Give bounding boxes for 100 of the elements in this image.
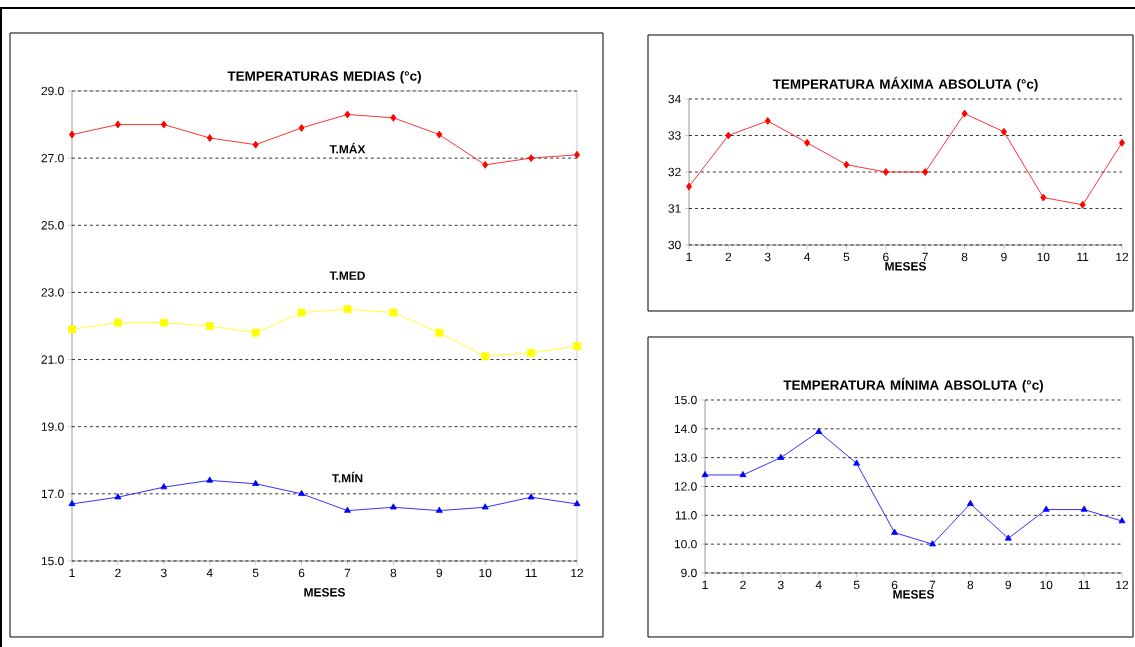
x-tick-label: 9	[436, 568, 443, 578]
point	[436, 130, 443, 139]
x-tick-label: 8	[967, 580, 974, 590]
y-tick-label: 13.0	[674, 453, 697, 462]
point	[725, 131, 732, 140]
x-tick-label: 2	[725, 252, 732, 262]
point	[777, 453, 785, 460]
point	[252, 140, 259, 149]
x-tick-label: 6	[883, 252, 889, 262]
chart-title: TEMPERATURAS MEDIAS (°c)	[227, 70, 421, 84]
x-tick-label: 12	[571, 568, 584, 578]
point	[528, 154, 535, 163]
point	[435, 506, 443, 513]
x-axis-title: MESES	[893, 590, 934, 599]
point	[114, 120, 121, 129]
y-tick-label: 21.0	[41, 355, 64, 364]
y-tick-label: 19.0	[41, 422, 64, 431]
y-tick-label: 17.0	[41, 489, 64, 499]
x-tick-label: 11	[1078, 580, 1090, 589]
point	[252, 479, 260, 486]
y-tick-label: 29.0	[41, 86, 64, 96]
x-tick-label: 9	[1001, 252, 1007, 262]
series-label: T.MÁX	[329, 142, 366, 154]
point	[1118, 517, 1126, 524]
x-tick-label: 1	[69, 568, 75, 577]
point	[159, 318, 168, 327]
point	[205, 322, 214, 330]
x-tick-label: 10	[1037, 252, 1050, 262]
point	[481, 503, 489, 510]
point	[481, 352, 490, 361]
point	[1079, 200, 1086, 209]
point	[344, 110, 351, 119]
point	[160, 120, 167, 129]
x-tick-label: 3	[777, 580, 784, 590]
point	[114, 493, 122, 500]
y-tick-label: 34	[668, 94, 681, 104]
point	[298, 489, 305, 496]
point	[114, 318, 122, 327]
x-tick-label: 1	[702, 580, 708, 589]
point	[961, 109, 968, 118]
x-tick-label: 10	[479, 568, 492, 578]
y-tick-label: 33	[668, 131, 681, 140]
x-tick-label: 8	[390, 568, 397, 578]
point	[685, 182, 693, 191]
point	[344, 506, 351, 513]
point	[966, 499, 974, 506]
point	[206, 134, 213, 142]
point	[343, 305, 352, 314]
chart-title: TEMPERATURA MÁXIMA ABSOLUTA (°c)	[772, 76, 1038, 92]
x-tick-label: 3	[764, 252, 771, 262]
x-tick-label: 4	[815, 580, 822, 589]
y-tick-label: 12.0	[674, 482, 697, 491]
point	[389, 503, 397, 510]
x-tick-label: 7	[922, 252, 928, 261]
y-tick-label: 15.0	[674, 395, 697, 405]
text: T.MED	[329, 271, 365, 280]
y-tick-label: 27.0	[41, 153, 64, 163]
x-tick-label: 7	[344, 568, 351, 577]
point	[764, 116, 771, 125]
x-tick-label: 8	[961, 252, 968, 262]
x-tick-label: 6	[891, 580, 898, 590]
point	[389, 308, 398, 317]
x-tick-label: 5	[853, 580, 860, 590]
point	[1040, 193, 1047, 202]
point	[1080, 505, 1088, 512]
point	[297, 308, 306, 317]
point	[843, 160, 850, 169]
y-tick-label: 31	[668, 204, 681, 213]
point	[527, 348, 535, 357]
point	[573, 150, 581, 159]
x-tick-label: 4	[206, 568, 213, 577]
x-axis-title: MESES	[304, 588, 345, 597]
point	[298, 124, 305, 132]
point	[573, 342, 581, 351]
point	[160, 483, 168, 490]
point	[804, 138, 811, 147]
point	[573, 500, 581, 507]
y-tick-label: 11.0	[675, 511, 697, 520]
x-tick-label: 9	[1005, 580, 1012, 590]
point	[1042, 505, 1050, 512]
point	[527, 493, 535, 500]
x-tick-label: 10	[1040, 580, 1053, 590]
point	[922, 168, 929, 176]
point	[68, 500, 76, 507]
point	[1000, 127, 1007, 136]
point	[251, 328, 260, 337]
point	[68, 325, 76, 334]
point	[390, 113, 397, 122]
y-tick-label: 15.0	[41, 556, 64, 566]
x-tick-label: 7	[929, 580, 936, 589]
point	[853, 459, 861, 466]
y-tick-label: 25.0	[41, 221, 64, 230]
point	[701, 471, 709, 478]
x-tick-label: 5	[252, 568, 259, 578]
x-tick-label: 4	[804, 252, 811, 261]
point	[435, 328, 444, 337]
point	[815, 427, 823, 434]
y-tick-label: 23.0	[41, 288, 64, 297]
x-tick-label: 1	[686, 252, 692, 261]
series-label: T.MÍN	[332, 471, 363, 483]
